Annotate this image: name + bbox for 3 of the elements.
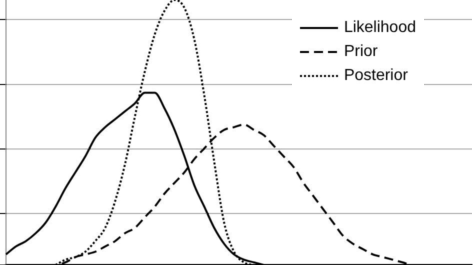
legend-label: Prior: [344, 42, 378, 62]
legend-label: Posterior: [344, 66, 408, 86]
legend-label: Likelihood: [344, 18, 416, 38]
